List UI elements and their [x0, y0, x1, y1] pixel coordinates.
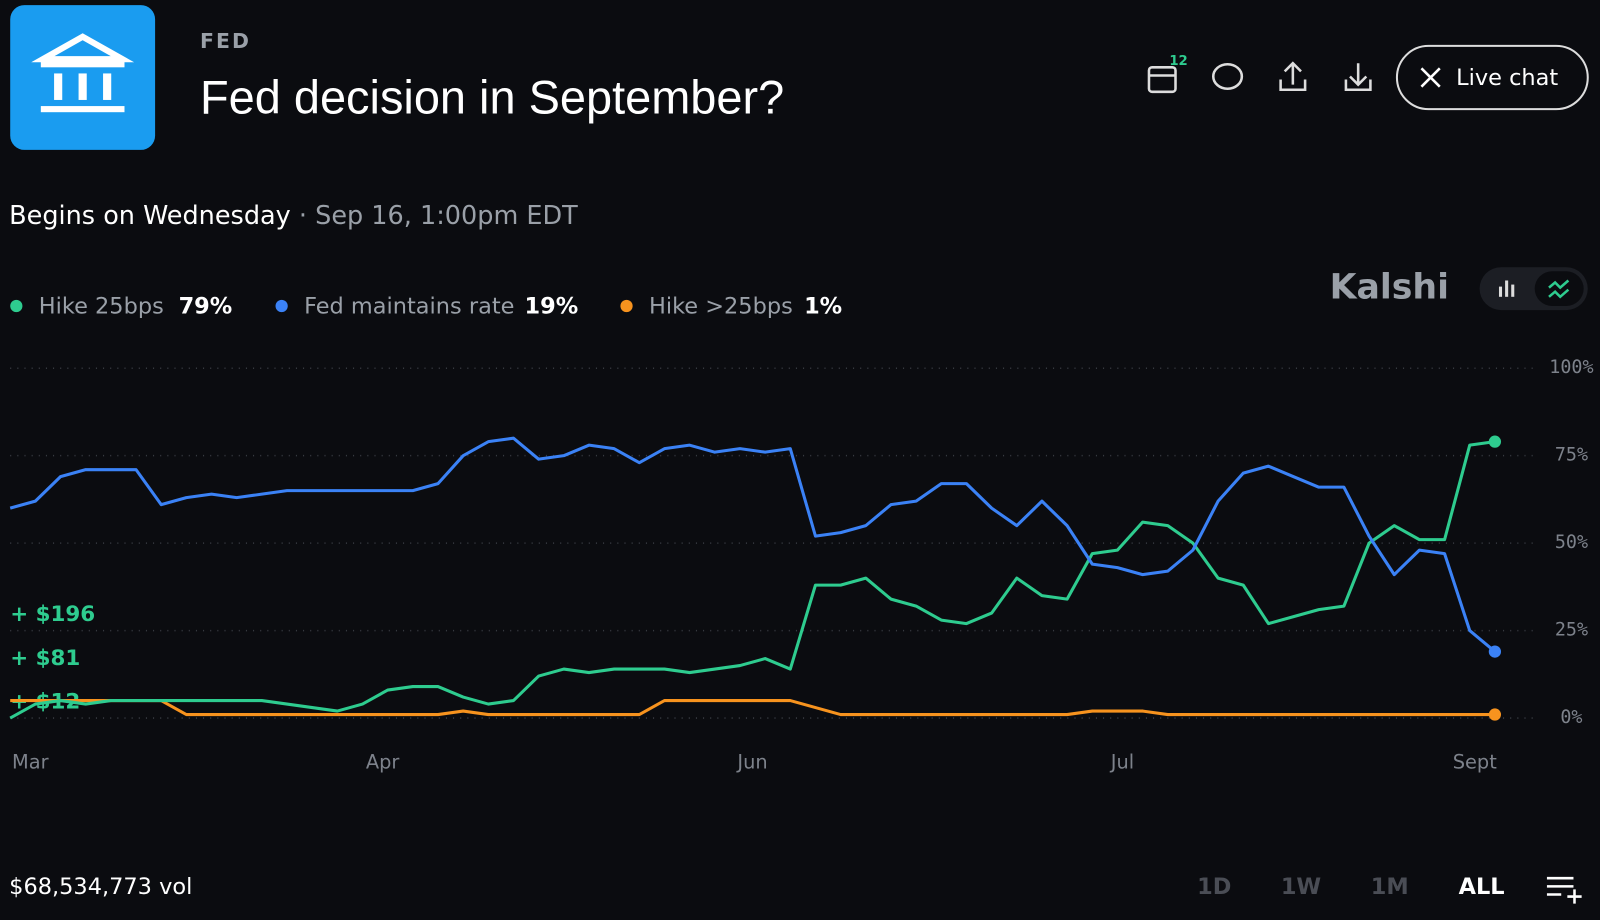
- begins: Begins on Wednesday: [9, 201, 291, 231]
- calendar-badge: 12: [1169, 54, 1187, 69]
- time-range-button[interactable]: 1D: [1197, 874, 1231, 900]
- begins-time: · Sep 16, 1:00pm EDT: [299, 201, 578, 231]
- legend-value: 79%: [179, 294, 233, 320]
- y-tick-label: 75%: [1555, 445, 1588, 466]
- x-tick-label: Sept: [1453, 750, 1498, 773]
- title: Fed decision in September?: [200, 71, 784, 123]
- x-tick-label: Mar: [12, 750, 49, 773]
- y-tick-label: 100%: [1549, 357, 1593, 378]
- x-tick-label: Jul: [1110, 750, 1134, 773]
- end-point: [1488, 708, 1502, 721]
- list-icon[interactable]: [1546, 876, 1582, 904]
- download-button[interactable]: [1344, 63, 1372, 92]
- brand: Kalshi: [1330, 268, 1449, 308]
- chart-toggle[interactable]: [1479, 267, 1588, 311]
- comment-button[interactable]: [1211, 62, 1244, 91]
- series-line: [9, 440, 1496, 720]
- legend-swatch: [275, 299, 288, 313]
- legend-value: 19%: [524, 294, 578, 320]
- end-point: [1488, 435, 1502, 448]
- series-line: [9, 436, 1496, 653]
- legend-name: Fed maintains rate: [304, 294, 514, 320]
- market-icon: [10, 5, 156, 150]
- category: FED: [200, 29, 251, 53]
- volume: $68,534,773 vol: [9, 874, 192, 900]
- share-button[interactable]: [1279, 61, 1307, 92]
- time-range-button[interactable]: ALL: [1459, 874, 1505, 900]
- price-chart: 0% 25% 50% 75% 100% Mar Apr Jun Jul Sept + $196 + $…: [9, 294, 1594, 773]
- legend-swatch: [620, 299, 633, 313]
- live-chat-button[interactable]: Live chat: [1395, 44, 1589, 111]
- legend-name: Hike >25bps: [649, 294, 793, 320]
- time-range-button[interactable]: 1M: [1371, 874, 1409, 900]
- y-tick-label: 50%: [1555, 532, 1588, 553]
- live-chat-label: Live chat: [1456, 65, 1558, 91]
- x-tick-label: Apr: [366, 750, 400, 773]
- end-point: [1488, 645, 1502, 658]
- y-tick-label: 0%: [1560, 707, 1582, 728]
- schedule-begins: Begins on Wednesday · Sep 16, 1:00pm EDT: [9, 201, 578, 231]
- time-range-button[interactable]: 1W: [1281, 874, 1322, 900]
- x-tick-label: Jun: [736, 750, 767, 773]
- legend-swatch: [10, 299, 23, 313]
- legend-name: Hike 25bps: [39, 294, 164, 320]
- payout-label: + $196: [10, 602, 95, 627]
- series-line: [10, 699, 1495, 717]
- legend-value: 1%: [804, 294, 842, 320]
- payout-label: + $81: [10, 646, 80, 671]
- y-tick-label: 25%: [1555, 620, 1588, 641]
- calendar-button[interactable]: [1147, 66, 1177, 94]
